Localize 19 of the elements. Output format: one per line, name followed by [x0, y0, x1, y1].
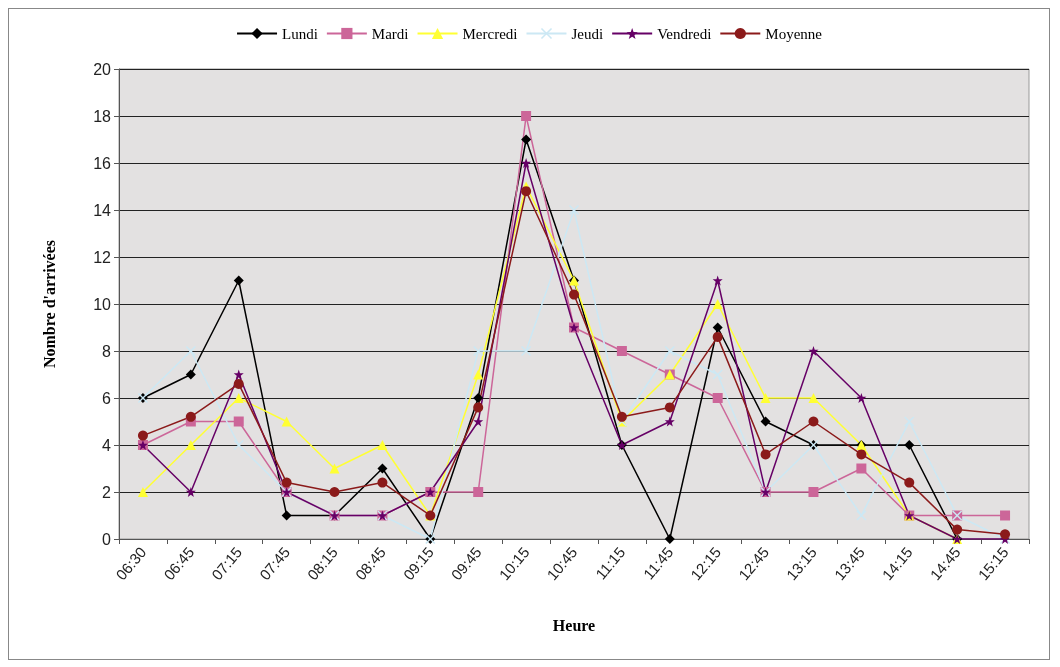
y-tick-label: 18: [93, 107, 112, 125]
y-tick-label: 0: [102, 530, 112, 548]
x-axis-title: Heure: [552, 616, 596, 634]
y-tick-label: 10: [93, 295, 112, 313]
y-tick-label: 14: [93, 201, 112, 219]
y-tick-label: 4: [102, 436, 112, 454]
legend-label: Mardi: [371, 25, 409, 42]
y-tick-label: 20: [93, 60, 112, 78]
legend-label: Jeudi: [571, 25, 604, 42]
legend-label: Mercredi: [462, 25, 518, 42]
legend-label: Moyenne: [765, 25, 823, 42]
y-tick-label: 16: [93, 154, 112, 172]
y-tick-label: 6: [102, 389, 112, 407]
y-tick-label: 8: [102, 342, 112, 360]
legend-label: Vendredi: [657, 25, 712, 42]
y-tick-label: 12: [93, 248, 112, 266]
y-tick-label: 2: [102, 483, 112, 501]
legend-label: Lundi: [282, 25, 318, 42]
y-axis-title: Nombre d'arrivées: [40, 239, 58, 369]
